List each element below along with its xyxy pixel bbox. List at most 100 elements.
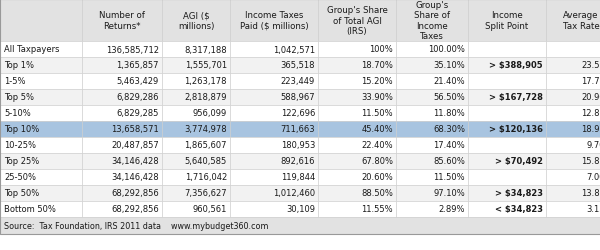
- Text: 88.50%: 88.50%: [361, 189, 393, 198]
- Text: 1,365,857: 1,365,857: [116, 61, 159, 70]
- Bar: [230, 42, 318, 58]
- Text: 10-25%: 10-25%: [4, 141, 36, 150]
- Text: 85.60%: 85.60%: [433, 157, 465, 166]
- Text: Top 50%: Top 50%: [4, 189, 39, 198]
- Bar: [230, 169, 318, 185]
- Text: 25-50%: 25-50%: [4, 173, 36, 182]
- Text: 2,818,879: 2,818,879: [185, 93, 227, 102]
- Text: 960,561: 960,561: [193, 205, 227, 214]
- Bar: [0, 138, 82, 154]
- Bar: [162, 42, 230, 58]
- Bar: [396, 106, 468, 122]
- Text: 5,463,429: 5,463,429: [117, 77, 159, 86]
- Text: All Taxpayers: All Taxpayers: [4, 45, 59, 54]
- Bar: [468, 74, 546, 90]
- Text: 5-10%: 5-10%: [4, 109, 31, 118]
- Text: 17.70%: 17.70%: [581, 77, 600, 86]
- Text: 20.90%: 20.90%: [581, 93, 600, 102]
- Text: 100.00%: 100.00%: [428, 45, 465, 54]
- Text: 6,829,286: 6,829,286: [116, 93, 159, 102]
- Bar: [396, 185, 468, 201]
- Bar: [318, 42, 396, 58]
- Bar: [396, 122, 468, 138]
- Bar: [546, 58, 600, 74]
- Text: 2.89%: 2.89%: [439, 205, 465, 214]
- Bar: [468, 122, 546, 138]
- Text: 5,640,585: 5,640,585: [185, 157, 227, 166]
- Bar: [318, 138, 396, 154]
- Bar: [82, 169, 162, 185]
- Bar: [396, 201, 468, 217]
- Bar: [468, 42, 546, 58]
- Text: 1,012,460: 1,012,460: [273, 189, 315, 198]
- Text: 11.50%: 11.50%: [361, 109, 393, 118]
- Bar: [546, 201, 600, 217]
- Text: 136,585,712: 136,585,712: [106, 45, 159, 54]
- Text: 97.10%: 97.10%: [433, 189, 465, 198]
- Text: 7.00%: 7.00%: [587, 173, 600, 182]
- Text: 1,555,701: 1,555,701: [185, 61, 227, 70]
- Bar: [396, 0, 468, 42]
- Bar: [468, 0, 546, 42]
- Text: > $70,492: > $70,492: [495, 157, 543, 166]
- Text: 11.55%: 11.55%: [361, 205, 393, 214]
- Bar: [162, 122, 230, 138]
- Text: > $120,136: > $120,136: [489, 125, 543, 134]
- Bar: [0, 122, 82, 138]
- Text: 33.90%: 33.90%: [361, 93, 393, 102]
- Bar: [82, 185, 162, 201]
- Text: 20,487,857: 20,487,857: [111, 141, 159, 150]
- Text: 12.80%: 12.80%: [581, 109, 600, 118]
- Bar: [396, 42, 468, 58]
- Text: 23.50%: 23.50%: [581, 61, 600, 70]
- Text: 15.20%: 15.20%: [361, 77, 393, 86]
- Text: 223,449: 223,449: [281, 77, 315, 86]
- Bar: [468, 154, 546, 169]
- Bar: [468, 90, 546, 106]
- Bar: [82, 201, 162, 217]
- Bar: [0, 185, 82, 201]
- Text: Income
Split Point: Income Split Point: [485, 11, 529, 30]
- Bar: [546, 74, 600, 90]
- Text: Bottom 50%: Bottom 50%: [4, 205, 56, 214]
- Bar: [162, 185, 230, 201]
- Text: > $167,728: > $167,728: [489, 93, 543, 102]
- Text: Group's Share
of Total AGI
(IRS): Group's Share of Total AGI (IRS): [326, 6, 388, 36]
- Bar: [162, 74, 230, 90]
- Bar: [162, 90, 230, 106]
- Bar: [162, 169, 230, 185]
- Bar: [318, 58, 396, 74]
- Bar: [162, 138, 230, 154]
- Text: Number of
Returns*: Number of Returns*: [99, 11, 145, 30]
- Bar: [468, 106, 546, 122]
- Bar: [396, 169, 468, 185]
- Bar: [396, 154, 468, 169]
- Text: 1-5%: 1-5%: [4, 77, 25, 86]
- Bar: [230, 185, 318, 201]
- Text: 956,099: 956,099: [193, 109, 227, 118]
- Text: Source:  Tax Foundation, IRS 2011 data    www.mybudget360.com: Source: Tax Foundation, IRS 2011 data ww…: [4, 221, 269, 230]
- Text: Income Taxes
Paid ($ millions): Income Taxes Paid ($ millions): [239, 11, 308, 30]
- Bar: [546, 138, 600, 154]
- Bar: [318, 185, 396, 201]
- Text: 34,146,428: 34,146,428: [112, 157, 159, 166]
- Bar: [82, 0, 162, 42]
- Text: 7,356,627: 7,356,627: [184, 189, 227, 198]
- Text: 18.90%: 18.90%: [581, 125, 600, 134]
- Bar: [162, 201, 230, 217]
- Bar: [0, 217, 600, 234]
- Bar: [230, 106, 318, 122]
- Text: 365,518: 365,518: [281, 61, 315, 70]
- Bar: [82, 74, 162, 90]
- Bar: [0, 90, 82, 106]
- Text: < $34,823: < $34,823: [495, 205, 543, 214]
- Text: 8,317,188: 8,317,188: [184, 45, 227, 54]
- Bar: [82, 106, 162, 122]
- Text: 34,146,428: 34,146,428: [112, 173, 159, 182]
- Bar: [318, 122, 396, 138]
- Bar: [230, 122, 318, 138]
- Text: 35.10%: 35.10%: [433, 61, 465, 70]
- Text: 9.70%: 9.70%: [587, 141, 600, 150]
- Text: 68,292,856: 68,292,856: [111, 189, 159, 198]
- Text: 20.60%: 20.60%: [361, 173, 393, 182]
